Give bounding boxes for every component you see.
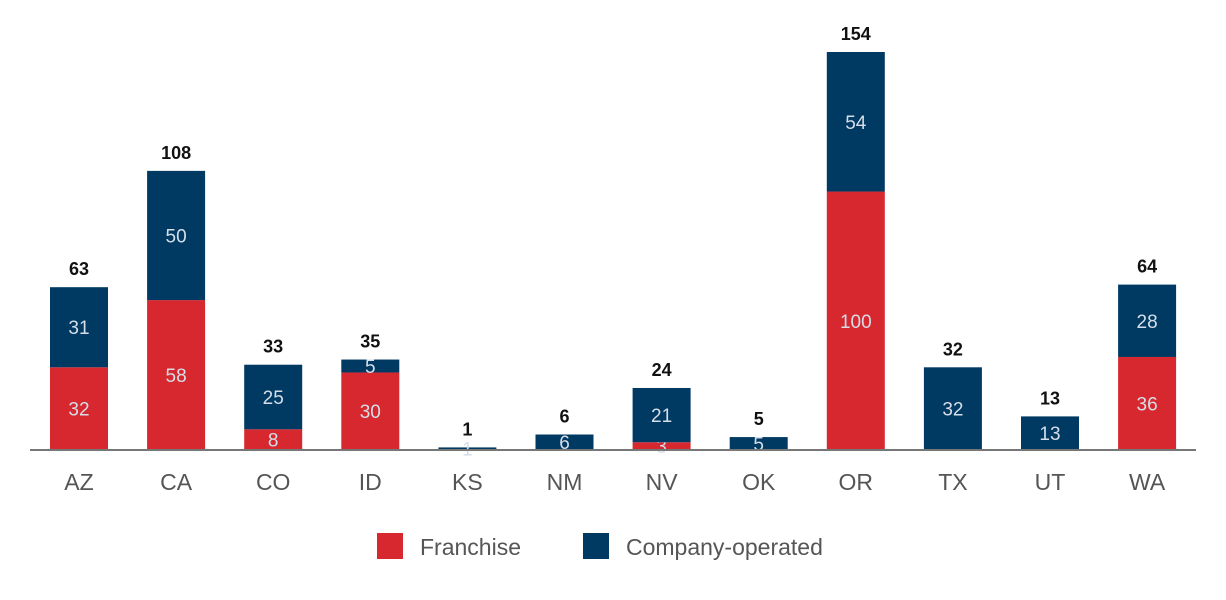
x-tick-label: TX [938, 469, 967, 495]
x-tick-label: CO [256, 469, 291, 495]
bar-group-wa: 36 28 64 [1118, 257, 1177, 450]
bar-company-operated-ca [147, 170, 206, 301]
bar-group-nm: 66 [535, 406, 594, 454]
data-label-company-operated: 54 [845, 113, 867, 134]
bars: 3231635850108825333053511663212455100541… [50, 24, 1177, 461]
data-label-company-operated: 50 [166, 226, 187, 247]
bar-group-az: 32 31 63 [50, 259, 108, 450]
data-label-franchise: 3 [656, 437, 667, 458]
bar-group-tx: 32 32 [923, 339, 982, 450]
bar-franchise-az [50, 367, 108, 450]
total-label: 32 [943, 339, 963, 359]
bar-company-operated-ok [729, 437, 788, 450]
data-label-company-operated: 28 [1137, 312, 1158, 333]
data-label-franchise: 100 [840, 312, 872, 333]
total-label: 5 [754, 409, 764, 429]
x-tick-label: OR [839, 469, 874, 495]
data-label-company-operated: 5 [753, 435, 764, 456]
x-tick-label: ID [359, 469, 382, 495]
bar-company-operated-id [341, 359, 400, 373]
x-tick-label: UT [1035, 469, 1066, 495]
x-tick-label: CA [160, 469, 193, 495]
total-label: 13 [1040, 388, 1060, 408]
data-label-franchise: 8 [268, 431, 279, 452]
bar-franchise-ca [147, 300, 206, 450]
bar-group-ok: 55 [729, 409, 788, 456]
bar-franchise-nv [632, 442, 691, 450]
data-label-franchise: 32 [68, 400, 89, 421]
data-label-franchise: 58 [166, 366, 187, 387]
total-label: 1 [462, 419, 472, 439]
bar-company-operated-co [244, 364, 303, 430]
bar-franchise-co [244, 429, 303, 450]
x-tick-label: KS [452, 469, 483, 495]
bar-company-operated-nv [632, 387, 691, 443]
data-label-franchise: 36 [1137, 394, 1158, 415]
bar-company-operated-tx [923, 367, 982, 450]
legend: Franchise Company-operated [377, 533, 823, 560]
data-label-franchise: 30 [360, 402, 381, 423]
total-label: 24 [652, 360, 672, 380]
total-label: 33 [263, 337, 283, 357]
bar-franchise-or [826, 191, 885, 450]
x-tick-label: OK [742, 469, 776, 495]
x-tick-label: AZ [64, 469, 93, 495]
data-label-company-operated: 21 [651, 406, 672, 427]
bar-group-ks: 11 [438, 419, 497, 461]
bar-franchise-id [341, 372, 400, 450]
bar-company-operated-ut [1021, 416, 1079, 450]
bar-group-id: 30 5 35 [341, 332, 400, 450]
bar-group-or: 100 54 154 [826, 24, 885, 450]
bar-group-ut: 13 13 [1021, 388, 1079, 450]
legend-swatch-company-operated [583, 533, 609, 559]
bar-franchise-wa [1118, 356, 1177, 450]
data-label-company-operated: 5 [365, 357, 376, 378]
bar-company-operated-wa [1118, 284, 1177, 357]
data-label-company-operated: 25 [263, 388, 284, 409]
data-label-company-operated: 6 [559, 433, 570, 454]
bar-company-operated-az [50, 287, 108, 368]
bar-group-nv: 3 21 24 [632, 360, 691, 458]
legend-label-franchise: Franchise [420, 534, 521, 560]
x-tick-label: NV [646, 469, 679, 495]
bar-company-operated-nm [535, 434, 594, 450]
bar-company-operated-or [826, 52, 885, 192]
data-label-company-operated: 32 [942, 400, 963, 421]
total-label: 108 [161, 143, 191, 163]
legend-swatch-franchise [377, 533, 403, 559]
total-label: 6 [559, 406, 569, 426]
bar-group-ca: 58 50 108 [147, 143, 206, 450]
total-label: 35 [360, 332, 380, 352]
total-label: 63 [69, 259, 89, 279]
data-label-company-operated: 13 [1039, 424, 1060, 445]
x-tick-label: WA [1129, 469, 1166, 495]
data-label-company-operated: 31 [68, 318, 89, 339]
total-label: 64 [1137, 257, 1157, 277]
bar-company-operated-ks [438, 447, 497, 450]
x-tick-label: NM [547, 469, 583, 495]
bar-group-co: 8 25 33 [244, 337, 303, 452]
legend-label-company-operated: Company-operated [626, 534, 823, 560]
x-tick-labels: AZ CA CO ID KS NM NV OK OR TX UT WA [64, 469, 1166, 495]
total-label: 154 [841, 24, 871, 44]
